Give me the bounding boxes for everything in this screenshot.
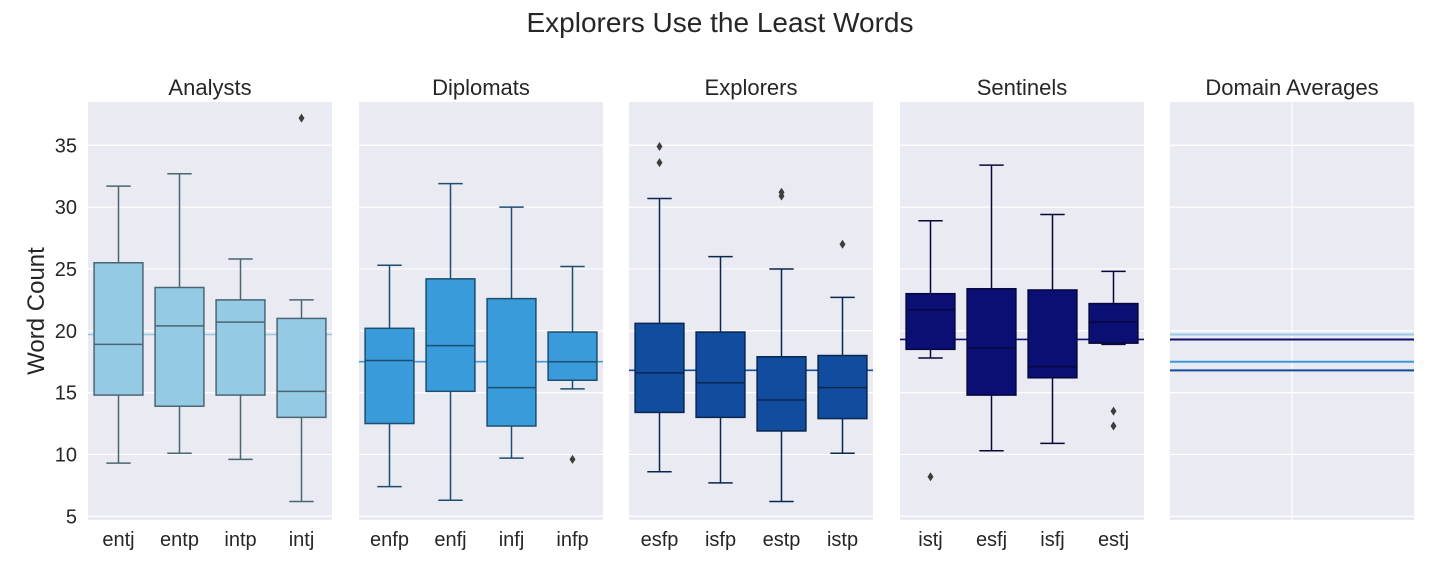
box-body [486, 297, 537, 427]
x-tick-label: enfj [434, 529, 466, 551]
box-isfp: isfp [695, 255, 746, 551]
box-body [154, 286, 205, 407]
box-body [634, 322, 685, 414]
box-body [1088, 302, 1139, 344]
y-tick-label: 5 [66, 506, 77, 528]
flier-point [927, 472, 934, 482]
flier-point [569, 454, 576, 464]
y-tick-label: 20 [55, 321, 77, 343]
y-tick-label: 35 [55, 135, 77, 157]
panel-title: Sentinels [977, 75, 1068, 100]
panel-analysts: Analysts entj entp intp intj [88, 75, 332, 551]
x-tick-label: entj [102, 529, 134, 551]
flier-point [298, 113, 305, 123]
box-body [756, 356, 807, 432]
box-body [695, 331, 746, 419]
box-body [215, 299, 266, 396]
flier-point [1110, 406, 1117, 416]
panel-explorers: Explorers esfp isfp estp istp [629, 75, 873, 551]
box-istj: istj [905, 219, 956, 551]
box-estp: estp [756, 187, 807, 551]
flier-point [1110, 421, 1117, 431]
x-tick-label: isfj [1040, 529, 1064, 551]
box-body [364, 327, 415, 425]
box-body [905, 292, 956, 351]
box-body [425, 278, 476, 393]
x-tick-label: istp [827, 529, 858, 551]
y-axis-label: Word Count [23, 247, 50, 375]
box-isfj: isfj [1027, 213, 1078, 551]
x-tick-label: istj [918, 529, 942, 551]
box-body [93, 262, 144, 396]
box-body [547, 331, 598, 382]
x-tick-label: intp [224, 529, 256, 551]
box-intj: intj [276, 113, 327, 551]
x-tick-label: entp [160, 529, 199, 551]
x-tick-label: infj [499, 529, 525, 551]
flier-point [656, 158, 663, 168]
panel-background [359, 102, 603, 520]
y-tick-label: 30 [55, 197, 77, 219]
y-tick-label: 25 [55, 259, 77, 281]
chart-title: Explorers Use the Least Words [527, 7, 914, 38]
box-infp: infp [547, 265, 598, 551]
box-body [276, 317, 327, 419]
box-istp: istp [817, 239, 868, 551]
box-enfj: enfj [425, 182, 476, 551]
flier-point [656, 142, 663, 152]
panel-title: Domain Averages [1205, 75, 1378, 100]
panel-diplomats: Diplomats enfp enfj infj infp [359, 75, 603, 551]
x-tick-label: estp [763, 529, 801, 551]
flier-point [839, 239, 846, 249]
panel-sentinels: Sentinels istj esfj isfj estj [900, 75, 1144, 551]
box-esfj: esfj [966, 164, 1017, 551]
panel-title: Explorers [705, 75, 798, 100]
x-tick-label: esfj [976, 529, 1007, 551]
panel-background [629, 102, 873, 520]
panel-domain-averages: Domain Averages [1170, 75, 1414, 520]
x-tick-label: infp [556, 529, 588, 551]
y-tick-label: 15 [55, 383, 77, 405]
x-tick-label: intj [289, 529, 315, 551]
x-tick-label: isfp [705, 529, 736, 551]
box-infj: infj [486, 206, 537, 551]
panel-title: Diplomats [432, 75, 530, 100]
box-intp: intp [215, 258, 266, 551]
box-estj: estj [1088, 270, 1139, 551]
box-entj: entj [93, 185, 144, 551]
panel-title: Analysts [168, 75, 251, 100]
x-tick-label: enfp [370, 529, 409, 551]
x-tick-label: esfp [641, 529, 679, 551]
box-entp: entp [154, 172, 205, 551]
panels: Analysts entj entp intp intj Diplomats enfp enf… [55, 75, 1414, 551]
flier-point [778, 187, 785, 197]
box-esfp: esfp [634, 142, 685, 551]
y-tick-label: 10 [55, 444, 77, 466]
box-body [1027, 289, 1078, 379]
x-tick-label: estj [1098, 529, 1129, 551]
box-enfp: enfp [364, 264, 415, 551]
box-body [966, 287, 1017, 396]
